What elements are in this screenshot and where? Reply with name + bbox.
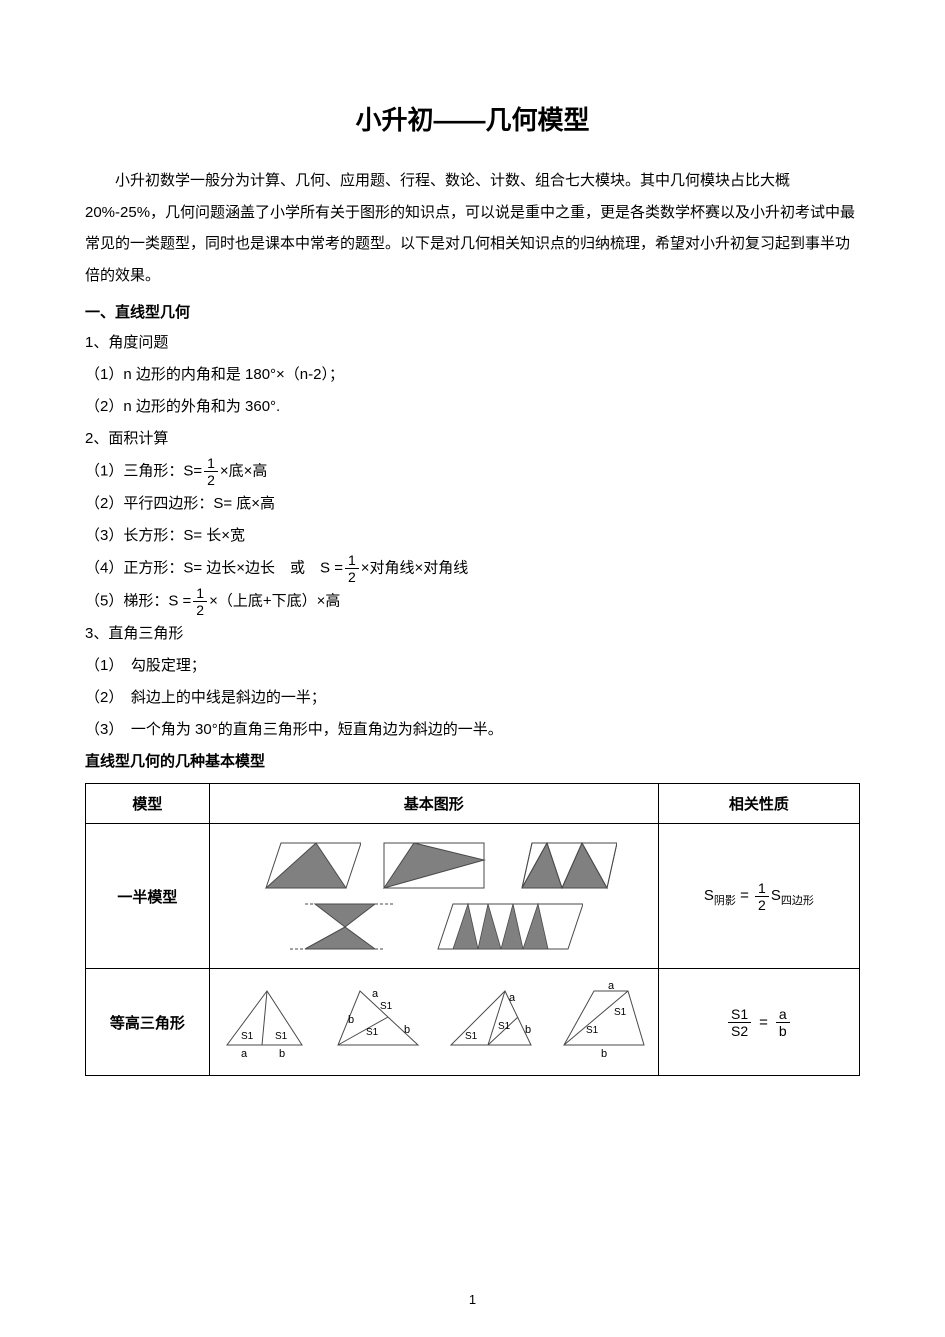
svg-text:S1: S1 [275,1031,288,1042]
table-header: 模型 [86,784,210,824]
formula-line: （3）长方形：S= 长×宽 [85,521,860,551]
text: ×（上底+下底）×高 [209,592,340,609]
figure-row: S1 S1 a b S1 S1 a b b [216,983,652,1061]
svg-text:S1: S1 [586,1025,599,1036]
svg-text:S1: S1 [498,1021,511,1032]
table-row: 一半模型 [86,824,860,969]
svg-text:S1: S1 [380,1001,393,1012]
model-name-cell: 一半模型 [86,824,210,969]
svg-text:a: a [241,1048,248,1060]
models-heading: 直线型几何的几种基本模型 [85,747,860,777]
figure-row [216,899,652,954]
half-model-shape-5 [423,899,583,954]
formula: S阴影 = 12S四边形 [704,887,814,904]
equal-height-shape-1: S1 S1 a b [217,983,312,1061]
text-line: （2） 斜边上的中线是斜边的一半； [85,683,860,713]
intro-paragraph: 小升初数学一般分为计算、几何、应用题、行程、数论、计数、组合七大模块。其中几何模… [85,165,860,291]
sub-heading: 2、面积计算 [85,424,860,454]
text: ×底×高 [220,462,268,479]
text-line: （1） 勾股定理； [85,651,860,681]
svg-text:b: b [601,1048,607,1060]
equal-height-shape-2: S1 S1 a b b [330,983,425,1061]
property-cell: S阴影 = 12S四边形 [658,824,859,969]
sub-heading: 3、直角三角形 [85,619,860,649]
equal-height-shape-3: S1 S1 a b [443,983,538,1061]
text: （5）梯形：S = [85,592,191,609]
text: ×对角线×对角线 [361,559,469,576]
text-line: （3） 一个角为 30°的直角三角形中，短直角边为斜边的一半。 [85,715,860,745]
svg-text:a: a [509,992,516,1004]
text-line: （2）n 边形的外角和为 360°. [85,392,860,422]
page-title: 小升初——几何模型 [85,100,860,137]
formula-line: （1）三角形：S=12×底×高 [85,456,860,487]
svg-text:b: b [404,1024,410,1036]
property-cell: S1S2 = ab [658,969,859,1076]
half-model-shape-2 [379,838,489,893]
svg-text:a: a [608,983,615,992]
figure-row [216,838,652,893]
ratio-formula: S1S2 = ab [726,1007,792,1038]
half-model-shape-1 [251,838,361,893]
svg-text:b: b [279,1048,285,1060]
fraction: 12 [193,586,207,617]
figure-cell [209,824,658,969]
formula-line: （2）平行四边形：S= 底×高 [85,489,860,519]
formula-line: （5）梯形：S =12×（上底+下底）×高 [85,586,860,617]
half-model-shape-4 [285,899,405,954]
sub-heading: 1、角度问题 [85,328,860,358]
svg-text:b: b [525,1024,531,1036]
half-model-shape-3 [507,838,617,893]
equal-height-shape-4: S1 S1 a b [556,983,651,1061]
section-heading: 一、直线型几何 [85,301,860,322]
table-header: 相关性质 [658,784,859,824]
svg-text:S1: S1 [366,1027,379,1038]
models-table: 模型 基本图形 相关性质 一半模型 [85,783,860,1076]
table-header: 基本图形 [209,784,658,824]
svg-text:b: b [348,1014,354,1026]
formula-line: （4）正方形：S= 边长×边长 或 S =12×对角线×对角线 [85,553,860,584]
svg-text:S1: S1 [241,1031,254,1042]
table-row: 等高三角形 S1 S1 a b S [86,969,860,1076]
text: （4）正方形：S= 边长×边长 或 S = [85,559,343,576]
text: （1）三角形：S= [85,462,202,479]
svg-text:S1: S1 [465,1031,478,1042]
model-name-cell: 等高三角形 [86,969,210,1076]
fraction: 12 [345,553,359,584]
svg-text:a: a [372,988,379,1000]
fraction: 12 [204,456,218,487]
text-line: （1）n 边形的内角和是 180°×（n-2）； [85,360,860,390]
figure-cell: S1 S1 a b S1 S1 a b b [209,969,658,1076]
table-header-row: 模型 基本图形 相关性质 [86,784,860,824]
page-number: 1 [0,1292,945,1307]
svg-text:S1: S1 [614,1007,627,1018]
